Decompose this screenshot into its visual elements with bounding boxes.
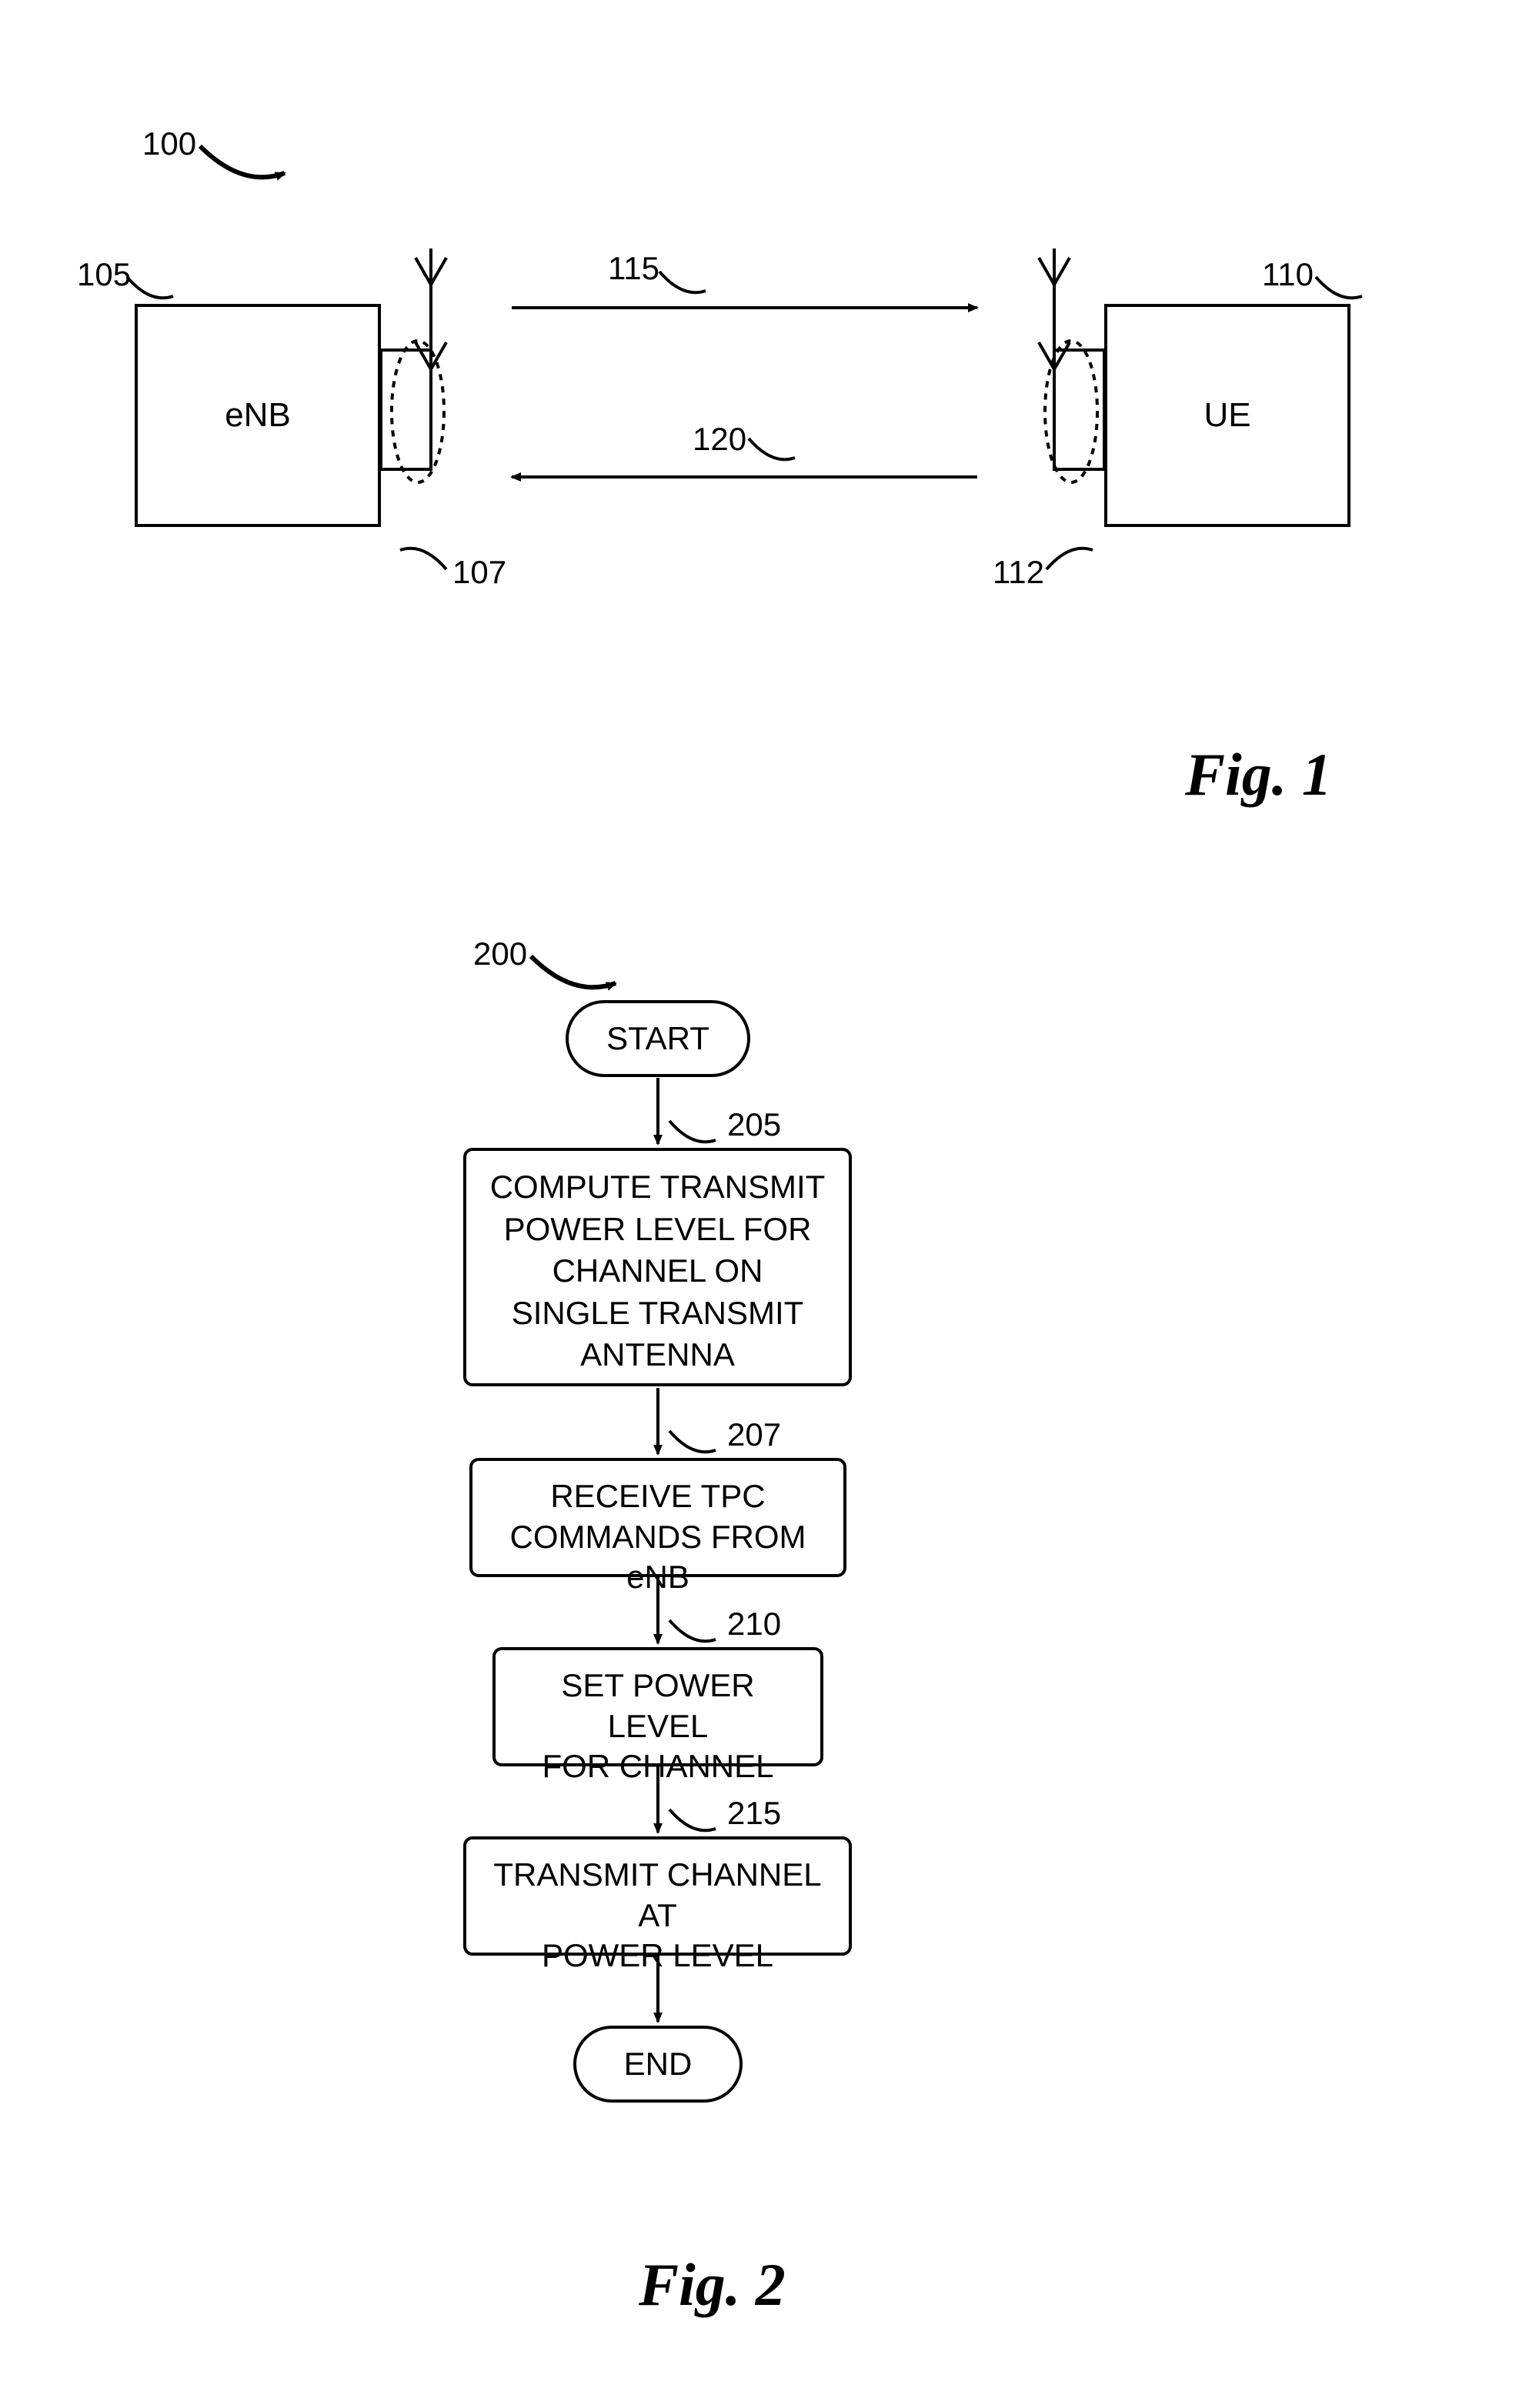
step-210-box: SET POWER LEVELFOR CHANNEL xyxy=(492,1647,823,1766)
step-207-box: RECEIVE TPCCOMMANDS FROM eNB xyxy=(469,1458,846,1577)
start-terminal: START xyxy=(566,1000,750,1077)
end-text: END xyxy=(576,2046,739,2083)
end-terminal: END xyxy=(573,2026,743,2103)
ref-205: 205 xyxy=(727,1106,781,1143)
ref-207: 207 xyxy=(727,1416,781,1453)
step-215-box: TRANSMIT CHANNEL ATPOWER LEVEL xyxy=(463,1836,852,1956)
ref-200: 200 xyxy=(473,936,527,972)
start-text: START xyxy=(569,1020,747,1057)
step-205-box: COMPUTE TRANSMITPOWER LEVEL FORCHANNEL O… xyxy=(463,1148,852,1386)
page: eNB UE 100 115 120 105 107 112 110 Fig. … xyxy=(0,0,1529,2408)
ref-210: 210 xyxy=(727,1606,781,1643)
ref-215: 215 xyxy=(727,1795,781,1832)
fig2-caption: Fig. 2 xyxy=(639,2250,786,2320)
